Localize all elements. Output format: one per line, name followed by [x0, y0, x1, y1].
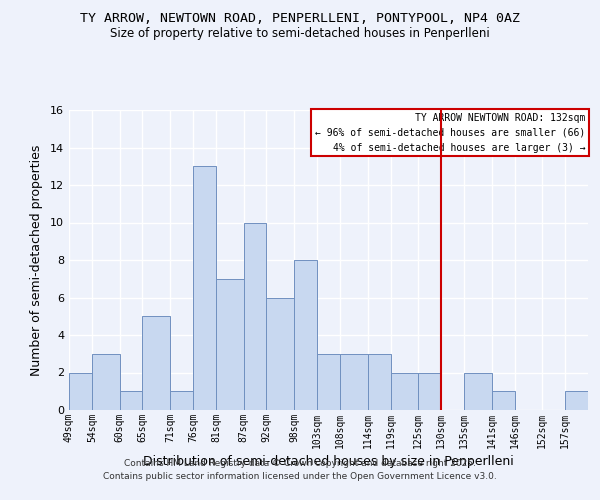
Y-axis label: Number of semi-detached properties: Number of semi-detached properties [30, 144, 43, 376]
Text: TY ARROW NEWTOWN ROAD: 132sqm
← 96% of semi-detached houses are smaller (66)
4% : TY ARROW NEWTOWN ROAD: 132sqm ← 96% of s… [315, 113, 586, 152]
Bar [266, 298, 294, 410]
Bar [464, 372, 491, 410]
Bar [216, 279, 244, 410]
Bar [418, 372, 441, 410]
X-axis label: Distribution of semi-detached houses by size in Penperlleni: Distribution of semi-detached houses by … [143, 455, 514, 468]
Text: TY ARROW, NEWTOWN ROAD, PENPERLLENI, PONTYPOOL, NP4 0AZ: TY ARROW, NEWTOWN ROAD, PENPERLLENI, PON… [80, 12, 520, 26]
Text: Contains public sector information licensed under the Open Government Licence v3: Contains public sector information licen… [103, 472, 497, 481]
Bar [244, 222, 266, 410]
Bar [294, 260, 317, 410]
Bar [193, 166, 216, 410]
Bar [317, 354, 340, 410]
Bar [340, 354, 368, 410]
Bar [391, 372, 418, 410]
Bar [368, 354, 391, 410]
Bar [170, 391, 193, 410]
Bar [69, 372, 92, 410]
Bar [92, 354, 119, 410]
Bar [491, 391, 515, 410]
Bar [142, 316, 170, 410]
Bar [119, 391, 142, 410]
Bar [565, 391, 588, 410]
Text: Size of property relative to semi-detached houses in Penperlleni: Size of property relative to semi-detach… [110, 28, 490, 40]
Text: Contains HM Land Registry data © Crown copyright and database right 2025.: Contains HM Land Registry data © Crown c… [124, 458, 476, 468]
